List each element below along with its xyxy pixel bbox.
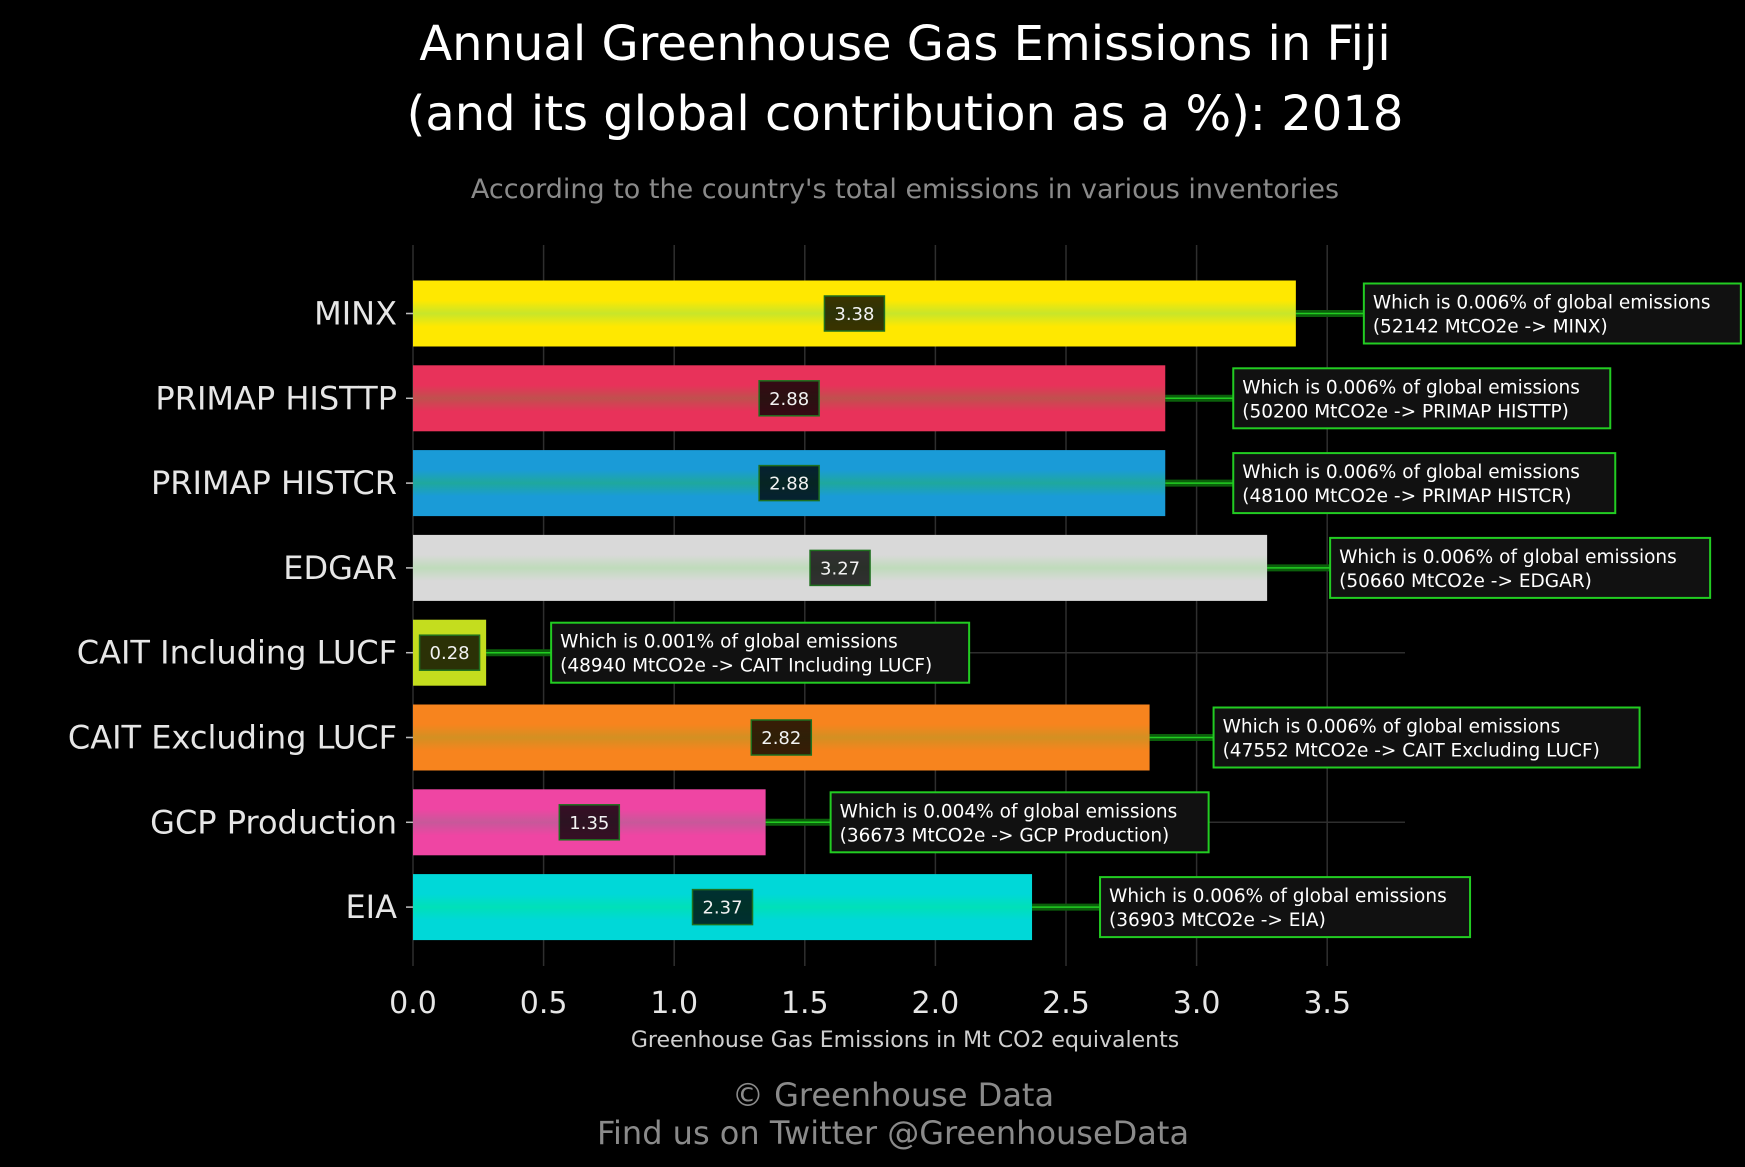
annotation-box bbox=[1362, 282, 1742, 345]
x-tick-label: 0.0 bbox=[389, 986, 437, 1021]
x-tick-label: 3.0 bbox=[1173, 986, 1221, 1021]
y-category-label: EDGAR bbox=[283, 549, 397, 587]
x-axis-label: Greenhouse Gas Emissions in Mt CO2 equiv… bbox=[631, 1028, 1179, 1053]
y-category-label: MINX bbox=[314, 295, 397, 333]
x-axis-ticks: 0.0 0.5 1.0 1.5 2.0 2.5 3.0 3.5 bbox=[389, 986, 1351, 1021]
y-category-label: GCP Production bbox=[150, 803, 397, 841]
value-label-box bbox=[691, 888, 754, 926]
value-label: 2.37 bbox=[702, 898, 742, 919]
annotation-line2: (36903 MtCO2e -> EIA) bbox=[1109, 910, 1326, 931]
annotation-line1: Which is 0.006% of global emissions bbox=[1373, 293, 1711, 314]
footer-copyright: © Greenhouse Data bbox=[732, 1076, 1054, 1114]
annotation-line1: Which is 0.004% of global emissions bbox=[840, 801, 1178, 822]
value-label-box bbox=[418, 634, 481, 671]
annotation-line2: (36673 MtCO2e -> GCP Production) bbox=[840, 825, 1170, 846]
annotation-line2: (48940 MtCO2e -> CAIT Including LUCF) bbox=[560, 656, 932, 677]
x-tick-label: 1.5 bbox=[781, 986, 829, 1021]
annotation-box bbox=[1329, 536, 1712, 599]
value-label-box bbox=[809, 549, 871, 587]
annotations-group: Which is 0.006% of global emissions (5214… bbox=[550, 282, 1742, 939]
y-axis-labels: MINX PRIMAP HISTTP PRIMAP HISTCR EDGAR CAIT … bbox=[68, 295, 413, 926]
value-label-box bbox=[558, 804, 621, 841]
value-label: 0.28 bbox=[430, 643, 470, 664]
value-label: 2.82 bbox=[761, 728, 801, 749]
annotation-connectors bbox=[486, 310, 1364, 911]
x-tick-label: 3.5 bbox=[1303, 986, 1351, 1021]
x-tick-label: 1.0 bbox=[650, 986, 698, 1021]
value-label: 3.38 bbox=[834, 304, 874, 325]
y-category-label: PRIMAP HISTCR bbox=[151, 464, 397, 502]
annotation-box bbox=[1232, 367, 1612, 430]
annotation-line1: Which is 0.001% of global emissions bbox=[560, 632, 898, 653]
value-label: 2.88 bbox=[769, 474, 809, 495]
annotation-line1: Which is 0.006% of global emissions bbox=[1242, 377, 1580, 398]
value-label: 3.27 bbox=[820, 558, 860, 579]
chart-title-line2: (and its global contribution as a %): 20… bbox=[407, 86, 1404, 142]
x-tick-label: 2.5 bbox=[1042, 986, 1090, 1021]
value-label-box bbox=[823, 295, 886, 332]
bars-group: 3.38 2.88 2.88 3.27 0.28 2.82 1.35 2.37 bbox=[413, 280, 1296, 941]
annotation-box bbox=[829, 791, 1210, 854]
annotation-line1: Which is 0.006% of global emissions bbox=[1242, 462, 1580, 483]
annotation-line2: (50200 MtCO2e -> PRIMAP HISTTP) bbox=[1242, 401, 1569, 422]
annotation-line2: (47552 MtCO2e -> CAIT Excluding LUCF) bbox=[1223, 741, 1600, 762]
x-tick-label: 2.0 bbox=[912, 986, 960, 1021]
value-label: 1.35 bbox=[569, 813, 609, 834]
x-tick-label: 0.5 bbox=[520, 986, 568, 1021]
annotation-line2: (50660 MtCO2e -> EDGAR) bbox=[1339, 571, 1592, 592]
y-category-label: PRIMAP HISTTP bbox=[155, 379, 397, 417]
annotation-box bbox=[550, 621, 971, 684]
value-label-box bbox=[758, 464, 820, 502]
annotation-box bbox=[1099, 876, 1472, 939]
value-label-box bbox=[758, 380, 820, 417]
footer-twitter: Find us on Twitter @GreenhouseData bbox=[597, 1114, 1189, 1152]
value-label: 2.88 bbox=[769, 389, 809, 410]
y-category-label: CAIT Excluding LUCF bbox=[68, 719, 397, 757]
chart-title-line1: Annual Greenhouse Gas Emissions in Fiji bbox=[419, 16, 1390, 72]
annotation-line1: Which is 0.006% of global emissions bbox=[1109, 886, 1447, 907]
value-label-box bbox=[750, 719, 813, 756]
y-category-label: CAIT Including LUCF bbox=[77, 634, 397, 672]
annotation-box bbox=[1232, 452, 1617, 515]
annotation-line1: Which is 0.006% of global emissions bbox=[1339, 547, 1677, 568]
annotation-line2: (52142 MtCO2e -> MINX) bbox=[1373, 317, 1608, 338]
grid-lines bbox=[406, 245, 1405, 966]
annotation-line2: (48100 MtCO2e -> PRIMAP HISTCR) bbox=[1242, 486, 1571, 507]
annotation-line1: Which is 0.006% of global emissions bbox=[1223, 717, 1561, 738]
annotation-box bbox=[1212, 706, 1641, 769]
y-category-label: EIA bbox=[345, 888, 397, 926]
chart-subtitle: According to the country's total emissio… bbox=[471, 174, 1339, 205]
